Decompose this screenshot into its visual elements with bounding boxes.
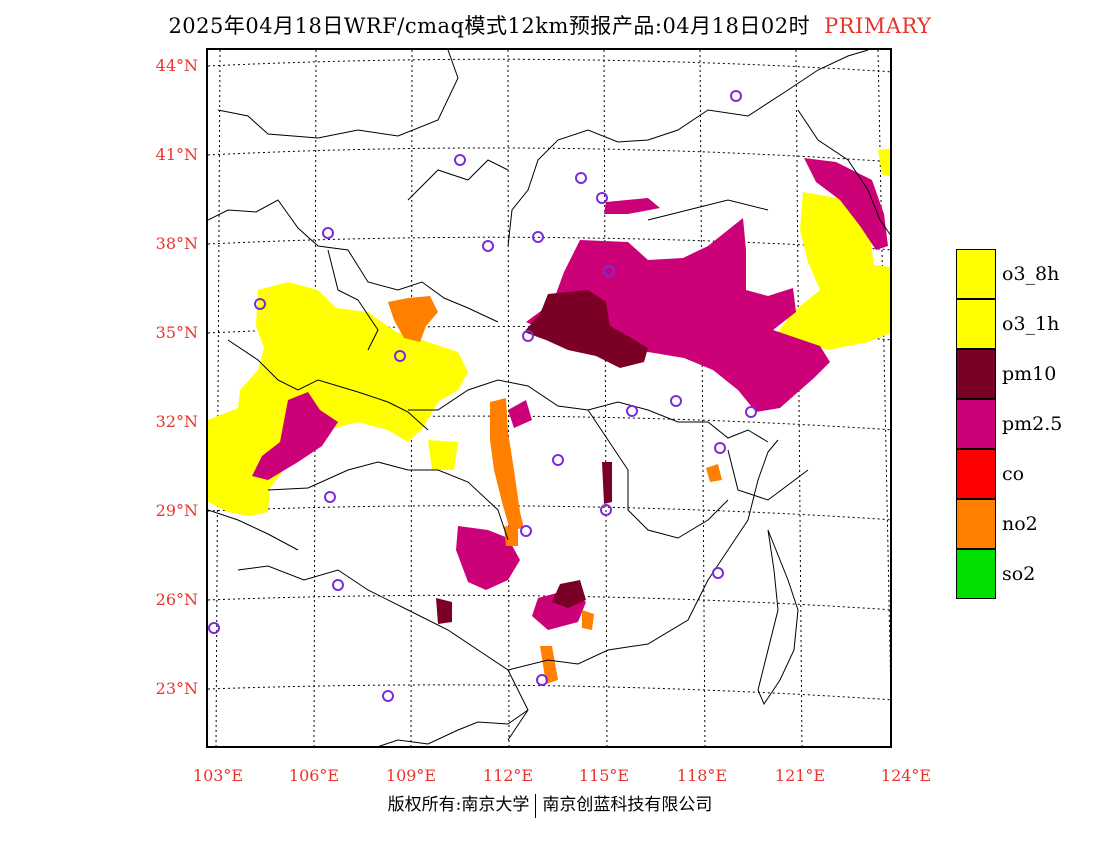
lon-label-106: 106°E xyxy=(288,766,340,785)
legend-item-pm10: pm10 xyxy=(956,349,1076,399)
legend-label: o3_8h xyxy=(1002,263,1060,285)
legend-item-co: co xyxy=(956,449,1076,499)
legend-label: o3_1h xyxy=(1002,313,1060,335)
map-title: 2025年04月18日WRF/cmaq模式12km预报产品:04月18日02时 P… xyxy=(0,10,1100,40)
lon-label-103: 103°E xyxy=(192,766,244,785)
legend-item-pm25: pm2.5 xyxy=(956,399,1076,449)
title-main: 2025年04月18日WRF/cmaq模式12km预报产品:04月18日02时 xyxy=(168,14,811,38)
legend-swatch xyxy=(956,299,996,349)
pm25-fields xyxy=(252,158,888,630)
legend-swatch xyxy=(956,499,996,549)
legend-swatch xyxy=(956,349,996,399)
legend-item-o3-8h: o3_8h xyxy=(956,249,1076,299)
lat-label-38: 38°N xyxy=(155,234,198,253)
copyright-footer: 版权所有:南京大学 南京创蓝科技有限公司 xyxy=(0,790,1100,818)
lon-label-109: 109°E xyxy=(385,766,437,785)
lon-label-115: 115°E xyxy=(578,766,630,785)
map-frame[interactable] xyxy=(206,48,892,748)
lat-label-41: 41°N xyxy=(155,145,198,164)
lat-label-26: 26°N xyxy=(155,590,198,609)
legend-item-no2: no2 xyxy=(956,499,1076,549)
legend-item-so2: so2 xyxy=(956,549,1076,599)
lat-label-29: 29°N xyxy=(155,501,198,520)
lat-label-23: 23°N xyxy=(155,679,198,698)
lat-label-44: 44°N xyxy=(155,56,198,75)
boundaries xyxy=(208,50,890,746)
legend-label: pm10 xyxy=(1002,363,1057,385)
lon-label-118: 118°E xyxy=(676,766,728,785)
legend-label: so2 xyxy=(1002,563,1036,585)
monitoring-stations xyxy=(208,90,757,702)
legend-label: no2 xyxy=(1002,513,1038,535)
pm10-fields xyxy=(436,290,648,624)
pollutant-legend: o3_8h o3_1h pm10 pm2.5 co no2 so2 xyxy=(956,249,1076,599)
lon-label-112: 112°E xyxy=(482,766,534,785)
legend-swatch xyxy=(956,399,996,449)
no2-fields xyxy=(388,296,722,684)
legend-item-o3-1h: o3_1h xyxy=(956,299,1076,349)
lon-label-124: 124°E xyxy=(880,766,932,785)
title-tag: PRIMARY xyxy=(824,14,932,38)
legend-swatch xyxy=(956,549,996,599)
footer-separator xyxy=(535,793,537,818)
lon-label-121: 121°E xyxy=(774,766,826,785)
legend-label: pm2.5 xyxy=(1002,413,1063,435)
legend-swatch xyxy=(956,449,996,499)
footer-right: 南京创蓝科技有限公司 xyxy=(542,795,713,815)
footer-left: 版权所有:南京大学 xyxy=(387,795,530,815)
legend-swatch xyxy=(956,249,996,299)
lat-label-32: 32°N xyxy=(155,412,198,431)
legend-label: co xyxy=(1002,463,1025,485)
lat-label-35: 35°N xyxy=(155,323,198,342)
pollution-map xyxy=(208,50,890,746)
